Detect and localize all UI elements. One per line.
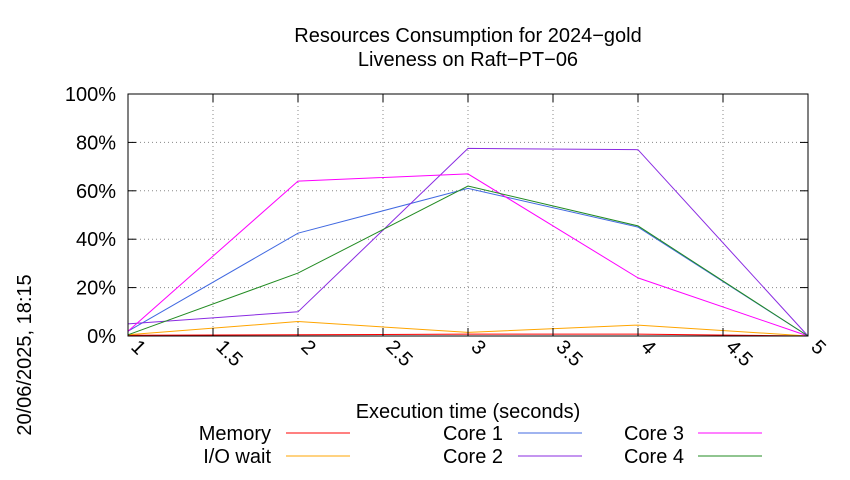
x-tick-label: 3.5 [551,336,586,371]
x-tick-label: 2.5 [381,336,416,371]
x-tick-label: 4.5 [721,336,756,371]
x-tick-label: 4 [636,336,659,359]
y-tick-label: 80% [76,132,116,154]
timestamp: 20/06/2025, 18:15 [14,274,36,435]
legend-label-core-2: Core 2 [443,446,503,468]
x-tick-label: 1 [126,336,149,359]
legend-label-core-3: Core 3 [624,423,684,445]
y-tick-label: 60% [76,181,116,203]
legend-label-i-o-wait: I/O wait [203,446,271,468]
series-line-core-3 [127,173,809,337]
legend-label-core-1: Core 1 [443,423,503,445]
y-tick-label: 0% [87,326,116,348]
x-tick-label: 1.5 [211,336,246,371]
chart-title: Resources Consumption for 2024−gold [294,25,641,47]
chart-subtitle: Liveness on Raft−PT−06 [358,49,578,71]
series-line-core-2 [127,147,809,337]
y-tick-label: 20% [76,278,116,300]
x-axis-label: Execution time (seconds) [356,401,581,423]
x-tick-label: 3 [466,336,489,359]
x-tick-label: 5 [806,336,829,359]
series-line-core-4 [127,185,809,337]
axis-ticks: 0% 20% 40% 60% 80% 100% 1 1.5 2 2.5 3 3.5 4 4.5 5 [65,84,830,371]
y-tick-label: 100% [65,84,116,106]
series-line-core-1 [127,187,809,337]
grid [128,94,808,336]
legend-label-core-4: Core 4 [624,446,684,468]
y-tick-label: 40% [76,229,116,251]
legend-label-memory: Memory [199,423,271,445]
x-tick-label: 2 [296,336,319,359]
